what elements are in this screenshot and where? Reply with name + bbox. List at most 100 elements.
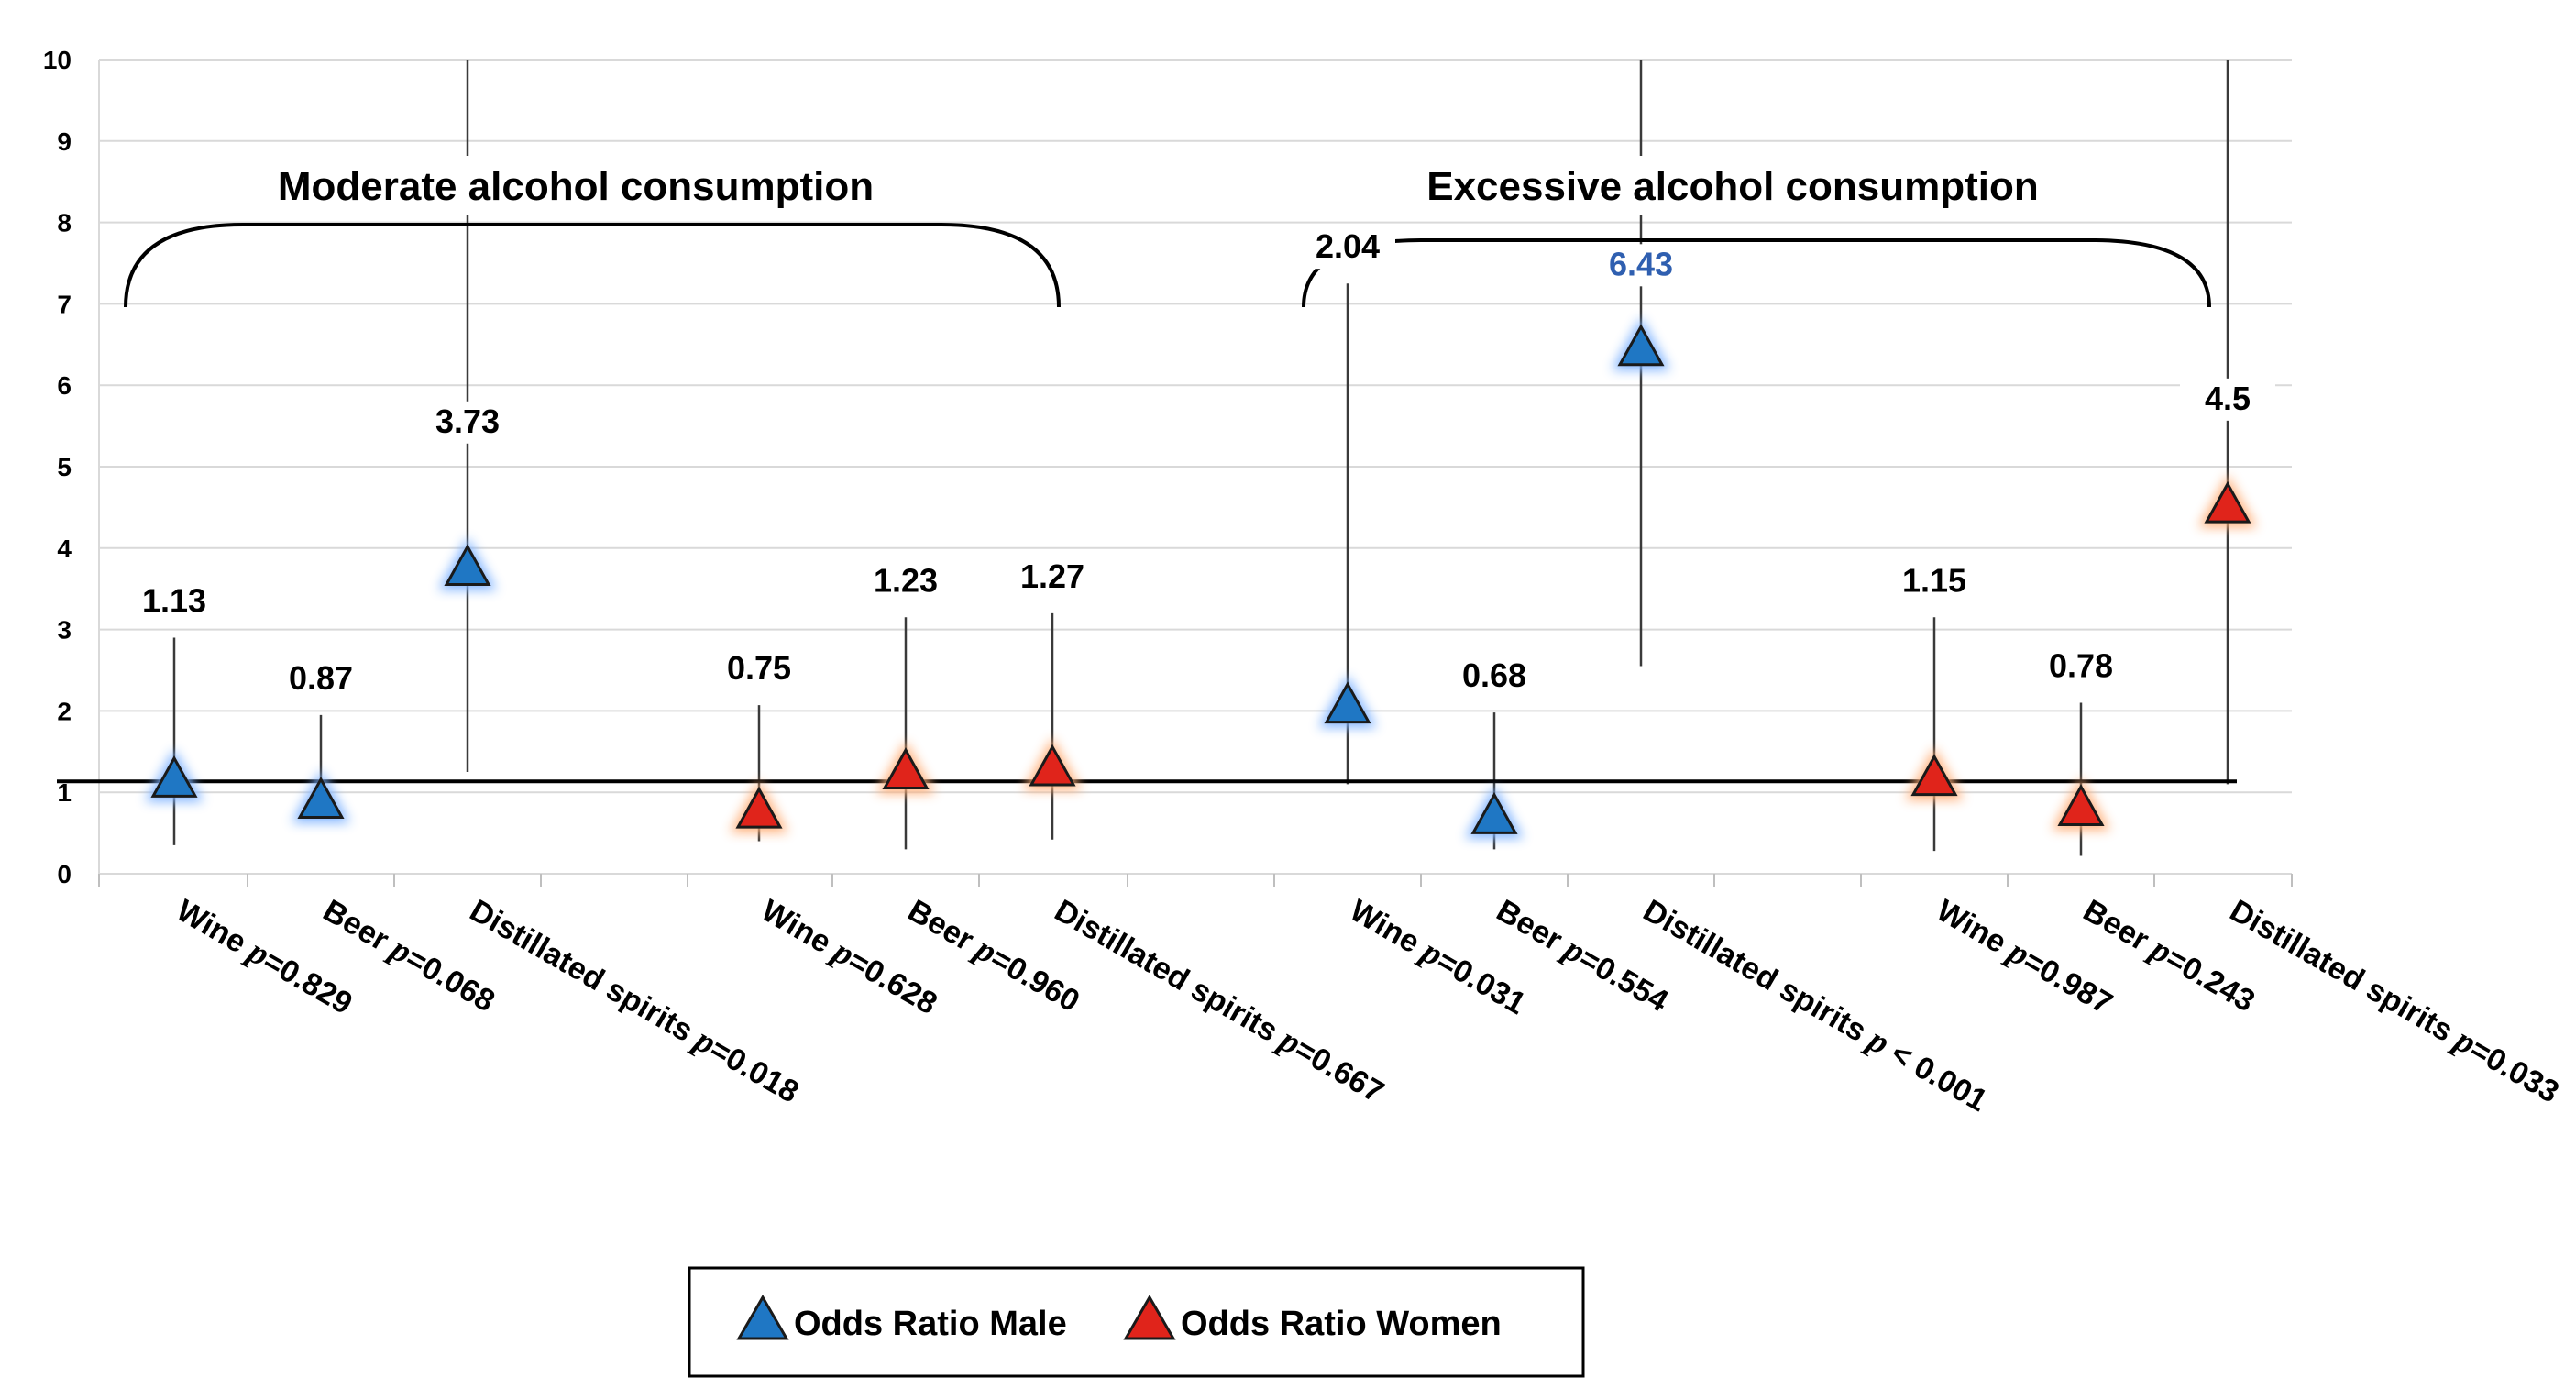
women-or-marker (1023, 737, 1082, 791)
y-tick-label: 9 (57, 127, 72, 156)
y-tick-label: 1 (57, 778, 72, 807)
category-name: Wine (171, 893, 259, 965)
category-name: Beer (1491, 893, 1576, 962)
x-axis-label: Distillated spirits p=0.667 (1049, 890, 1392, 1110)
women-or-marker (730, 779, 788, 833)
legend: Odds Ratio Male Odds Ratio Women (688, 1266, 1585, 1378)
y-tick-label: 0 (57, 860, 72, 888)
group-title: Excessive alcohol consumption (1426, 164, 2039, 209)
category-name: Wine (1344, 893, 1433, 965)
category-name: Beer (317, 893, 402, 962)
value-label-bg (1887, 560, 1982, 603)
marker-triangle (150, 755, 198, 798)
p-value: =0.628 (842, 943, 943, 1021)
marker-triangle (1470, 791, 1518, 834)
marker-triangle (735, 786, 783, 829)
y-tick-label: 2 (57, 697, 72, 725)
value-label: 6.43 (1609, 245, 1673, 282)
group-bracket (1302, 238, 2211, 308)
women-or-marker (876, 741, 935, 794)
value-label-bg (273, 657, 369, 700)
y-tick-label: 6 (57, 371, 72, 400)
value-label-bg (1593, 244, 1689, 287)
y-tick-label: 7 (57, 290, 72, 318)
value-label-bg (858, 560, 953, 603)
p-value: =0.667 (1289, 1031, 1390, 1109)
value-label-bg (1447, 656, 1542, 699)
legend-triangle (736, 1295, 789, 1340)
y-tick-label: 5 (57, 453, 72, 481)
male-or-marker (1465, 785, 1524, 839)
women-or-marker (1905, 747, 1964, 800)
value-label: 1.13 (142, 581, 206, 619)
category-name: Distillated spirits (1049, 893, 1291, 1053)
male-or-marker (145, 748, 204, 802)
p-value: =0.829 (258, 943, 358, 1021)
value-label-bg (1005, 556, 1100, 599)
p-value: =0.554 (1573, 941, 1674, 1019)
value-label-bg (2033, 645, 2129, 689)
category-name: Beer (2077, 893, 2163, 962)
marker-triangle (444, 544, 491, 587)
marker-triangle (1910, 754, 1958, 797)
category-name: Distillated spirits (1637, 893, 1879, 1053)
value-label: 1.23 (874, 561, 938, 599)
legend-label: Odds Ratio Women (1181, 1305, 1502, 1343)
p-value: =0.068 (400, 941, 501, 1019)
value-label: 0.78 (2049, 647, 2113, 685)
value-label: 4.5 (2205, 380, 2251, 417)
p-value: =0.033 (2464, 1031, 2565, 1109)
category-name: Wine (1931, 893, 2020, 965)
category-name: Beer (902, 893, 987, 962)
category-name: Distillated spirits (2224, 893, 2466, 1053)
women-or-marker (2052, 777, 2110, 831)
male-or-marker (1318, 675, 1377, 728)
p-value: < 0.001 (1877, 1031, 1993, 1119)
male-or-marker (438, 537, 497, 590)
marker-triangle (1617, 324, 1665, 367)
group-brackets: Moderate alcohol consumption Excessive al… (124, 156, 2211, 308)
value-label: 1.15 (1902, 561, 1966, 599)
marker-triangle (1029, 744, 1076, 787)
group-title-bg (264, 156, 887, 215)
legend-box (688, 1266, 1585, 1378)
y-tick-label: 10 (43, 46, 72, 74)
p-value: =0.987 (2018, 943, 2119, 1021)
x-axis-label: Distillated spirits p=0.033 (2224, 890, 2567, 1110)
value-label: 0.87 (289, 659, 353, 697)
p-value: =0.018 (704, 1031, 805, 1109)
y-tick-label: 4 (57, 535, 72, 563)
marker-triangle (2204, 480, 2251, 524)
male-or-marker (1612, 317, 1670, 370)
value-label-bg (711, 648, 807, 691)
legend-item: Odds Ratio Male (736, 1295, 1067, 1343)
value-label: 0.68 (1462, 656, 1526, 694)
x-axis-label: Distillated spirits p=0.018 (464, 890, 807, 1110)
value-labels: 1.13 0.87 3.73 0.75 1.23 1.27 2.04 0.68 6.43 1.15… (127, 226, 2275, 700)
women-or-marker (2198, 474, 2257, 528)
value-label: 2.04 (1316, 227, 1380, 265)
value-label: 1.27 (1020, 557, 1084, 595)
value-label-bg (2180, 378, 2275, 421)
value-label-bg (127, 580, 222, 623)
category-name: Distillated spirits (464, 893, 706, 1053)
legend-triangle (1123, 1295, 1176, 1340)
p-value: =0.031 (1431, 943, 1532, 1021)
p-value: =0.243 (2160, 941, 2261, 1019)
marker-triangle (882, 747, 930, 790)
group-title: Moderate alcohol consumption (278, 164, 874, 209)
marker-triangle (297, 776, 345, 819)
p-value: =0.960 (985, 941, 1085, 1019)
group-title-bg (1421, 156, 2044, 215)
odds-ratio-markers (145, 317, 2257, 839)
gridlines (98, 59, 2293, 887)
y-axis-ticks: 0 1 2 3 4 5 6 7 8 9 10 (43, 46, 72, 888)
value-label-bg (1300, 226, 1395, 270)
value-label-bg (420, 401, 515, 444)
marker-triangle (2057, 783, 2105, 826)
category-name: Wine (755, 893, 844, 965)
y-tick-label: 8 (57, 209, 72, 237)
y-tick-label: 3 (57, 616, 72, 645)
male-or-marker (292, 770, 350, 823)
